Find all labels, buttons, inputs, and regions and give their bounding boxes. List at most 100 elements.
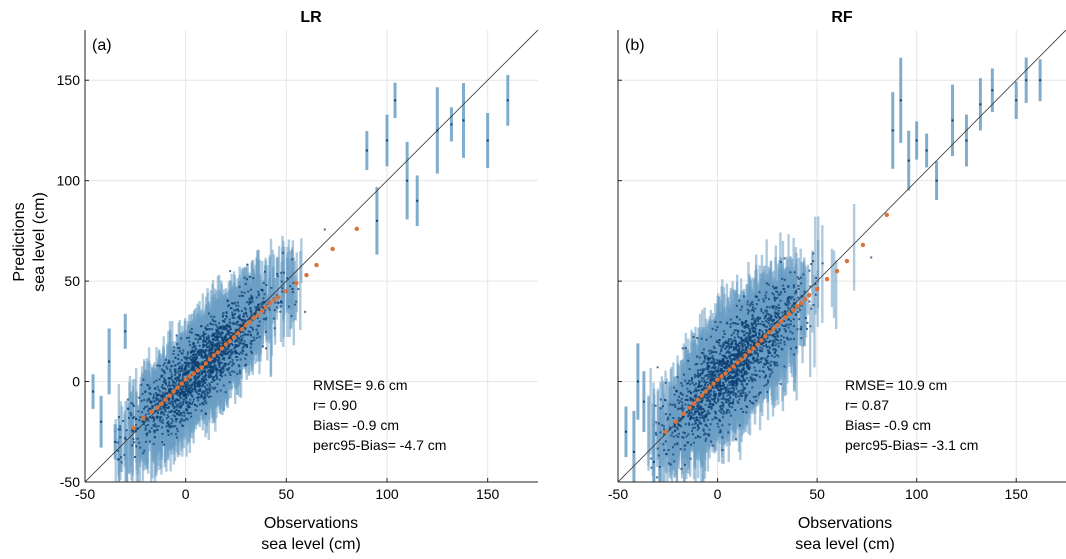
data-point (184, 412, 186, 414)
data-point (147, 384, 149, 386)
data-point (225, 337, 227, 339)
data-point (218, 366, 220, 368)
data-point (250, 346, 252, 348)
data-point (186, 405, 188, 407)
data-point (231, 349, 233, 351)
y-axis-label: Predictions (11, 202, 28, 281)
data-point (167, 362, 169, 364)
data-point (242, 350, 244, 352)
data-point (229, 381, 231, 383)
data-point (92, 391, 94, 393)
data-point (206, 350, 208, 352)
data-point (179, 422, 181, 424)
data-point (178, 374, 180, 376)
data-point (265, 284, 267, 286)
data-point (210, 395, 212, 397)
data-point (185, 373, 187, 375)
data-point (208, 396, 210, 398)
data-point (228, 352, 230, 354)
data-point (160, 375, 162, 377)
data-point (183, 395, 185, 397)
data-point (153, 419, 155, 421)
data-point (204, 327, 206, 329)
mean-point (236, 331, 240, 335)
data-point (229, 270, 231, 272)
data-point (177, 363, 179, 365)
data-point (194, 386, 196, 388)
data-point (212, 345, 214, 347)
data-point (190, 351, 192, 353)
data-point (289, 285, 291, 287)
data-point (722, 436, 724, 438)
data-point (163, 377, 165, 379)
data-point (144, 391, 146, 393)
data-point (194, 378, 196, 380)
data-point (259, 336, 261, 338)
data-point (168, 411, 170, 413)
data-point (181, 391, 183, 393)
data-point (196, 334, 198, 336)
data-point (252, 301, 254, 303)
data-point (258, 293, 260, 295)
data-point (181, 414, 183, 416)
x-tick-label: 50 (279, 486, 295, 502)
data-point (148, 413, 150, 415)
data-point (246, 354, 248, 356)
data-point (160, 408, 162, 410)
data-point (280, 272, 282, 274)
data-point (172, 361, 174, 363)
data-point (207, 324, 209, 326)
data-point (205, 413, 207, 415)
data-point (210, 344, 212, 346)
data-point (175, 402, 177, 404)
data-point (244, 328, 246, 330)
data-point (232, 303, 234, 305)
data-point (222, 312, 224, 314)
mean-point (212, 353, 216, 357)
data-point (210, 349, 212, 351)
data-point (180, 420, 182, 422)
x-tick-label: 100 (375, 486, 399, 502)
data-point (196, 405, 198, 407)
data-point (173, 350, 175, 352)
data-point (210, 315, 212, 317)
data-point (143, 450, 145, 452)
data-point (292, 291, 294, 293)
data-point (263, 282, 265, 284)
data-point (209, 340, 211, 342)
data-point (205, 400, 207, 402)
data-point (139, 447, 141, 449)
mean-point (260, 309, 264, 313)
data-point (168, 381, 170, 383)
mean-point (192, 371, 196, 375)
data-point (768, 322, 770, 324)
data-point (223, 357, 225, 359)
data-point (189, 392, 191, 394)
data-point (281, 291, 283, 293)
mean-point (216, 350, 220, 354)
data-point (240, 358, 242, 360)
data-point (237, 308, 239, 310)
data-point (143, 408, 145, 410)
mean-point (272, 298, 276, 302)
data-point (143, 399, 145, 401)
data-point (249, 331, 251, 333)
data-point (234, 313, 236, 315)
data-point (168, 416, 170, 418)
data-point (168, 360, 170, 362)
data-point (176, 428, 178, 430)
data-point (214, 361, 216, 363)
data-point (216, 343, 218, 345)
data-point (145, 429, 147, 431)
data-point (725, 391, 727, 393)
data-point (147, 424, 149, 426)
data-point (218, 362, 220, 364)
data-point (171, 418, 173, 420)
data-point (216, 377, 218, 379)
data-point (707, 419, 709, 421)
data-point (141, 421, 143, 423)
data-point (153, 381, 155, 383)
data-point (203, 335, 205, 337)
mean-point (155, 405, 159, 409)
data-point (213, 320, 215, 322)
